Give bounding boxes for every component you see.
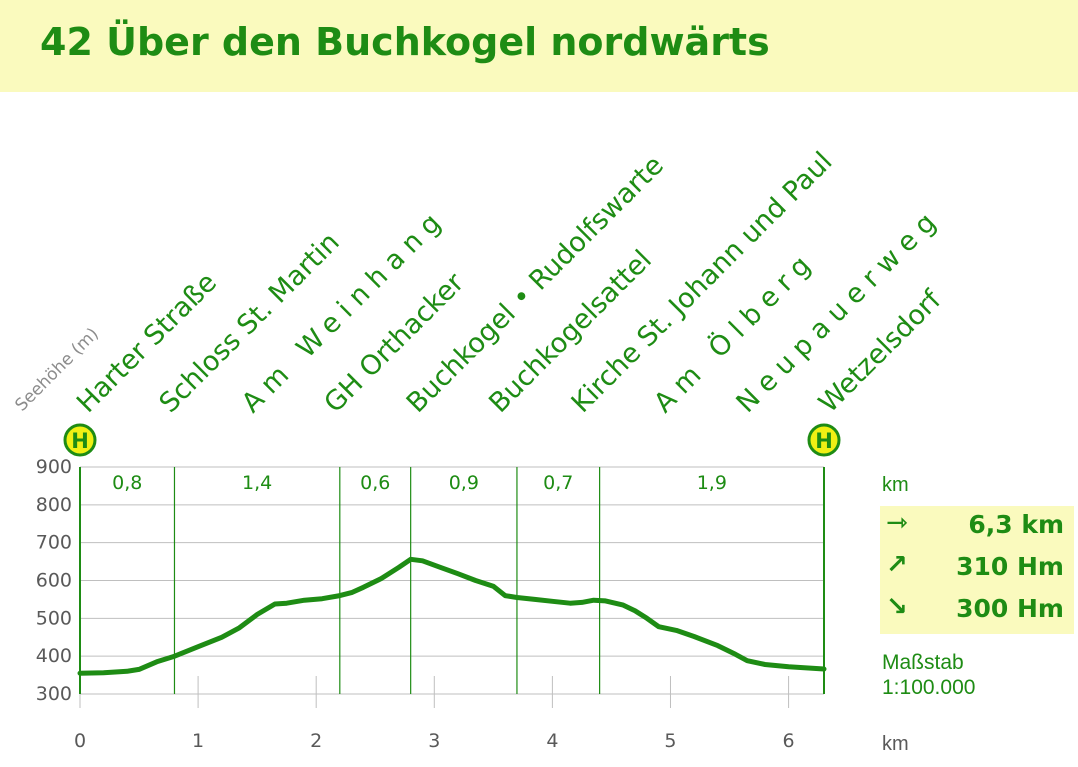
scale-value: 1:100.000 (882, 676, 976, 699)
bus-stop-letter: H (71, 429, 89, 453)
page-title: 42 Über den Buchkogel nordwärts (40, 20, 770, 64)
scale-label: Maßstab (882, 651, 964, 674)
x-tick-label: 1 (192, 730, 204, 752)
bus-stop-letter: H (815, 429, 833, 453)
descent-value: 300 Hm (956, 594, 1064, 623)
stop-label: GH Orthacker (318, 267, 470, 419)
x-tick-label: 4 (546, 730, 558, 752)
segment-unit-label: km (882, 474, 909, 496)
x-axis-unit: km (882, 733, 909, 755)
title-bar: 42 Über den Buchkogel nordwärts (0, 0, 1078, 92)
y-tick-label: 800 (36, 494, 72, 516)
y-tick-label: 900 (36, 456, 72, 478)
distance-value: 6,3 km (968, 510, 1064, 539)
segment-distance-label: 1,4 (242, 472, 272, 494)
segment-distance-label: 0,6 (360, 472, 390, 494)
x-tick-label: 3 (428, 730, 440, 752)
descent-row: ↘ 300 Hm (880, 590, 1074, 630)
y-tick-label: 600 (36, 570, 72, 592)
arrow-right-bar-icon: ⇾ (886, 508, 908, 538)
x-tick-label: 6 (783, 730, 795, 752)
y-tick-label: 700 (36, 532, 72, 554)
segment-distance-label: 1,9 (697, 472, 727, 494)
segment-distance-label: 0,8 (112, 472, 142, 494)
distance-row: ⇾ 6,3 km (880, 506, 1074, 546)
stats-box: ⇾ 6,3 km ↗ 310 Hm ↘ 300 Hm (880, 506, 1074, 634)
arrow-up-right-icon: ↗ (886, 550, 908, 580)
x-tick-label: 0 (74, 730, 86, 752)
elevation-profile-line (77, 556, 827, 676)
y-tick-label: 400 (36, 645, 72, 667)
bus-stop-icon (63, 423, 97, 457)
ascent-value: 310 Hm (956, 552, 1064, 581)
x-tick-label: 2 (310, 730, 322, 752)
y-tick-label: 500 (36, 607, 72, 629)
arrow-down-right-icon: ↘ (886, 592, 908, 622)
bus-stop-icon (807, 423, 841, 457)
scale-info: Maßstab 1:100.000 (882, 650, 975, 700)
segment-distance-label: 0,7 (543, 472, 573, 494)
x-tick-label: 5 (664, 730, 676, 752)
ascent-row: ↗ 310 Hm (880, 548, 1074, 588)
y-tick-label: 300 (36, 683, 72, 705)
segment-distance-label: 0,9 (449, 472, 479, 494)
